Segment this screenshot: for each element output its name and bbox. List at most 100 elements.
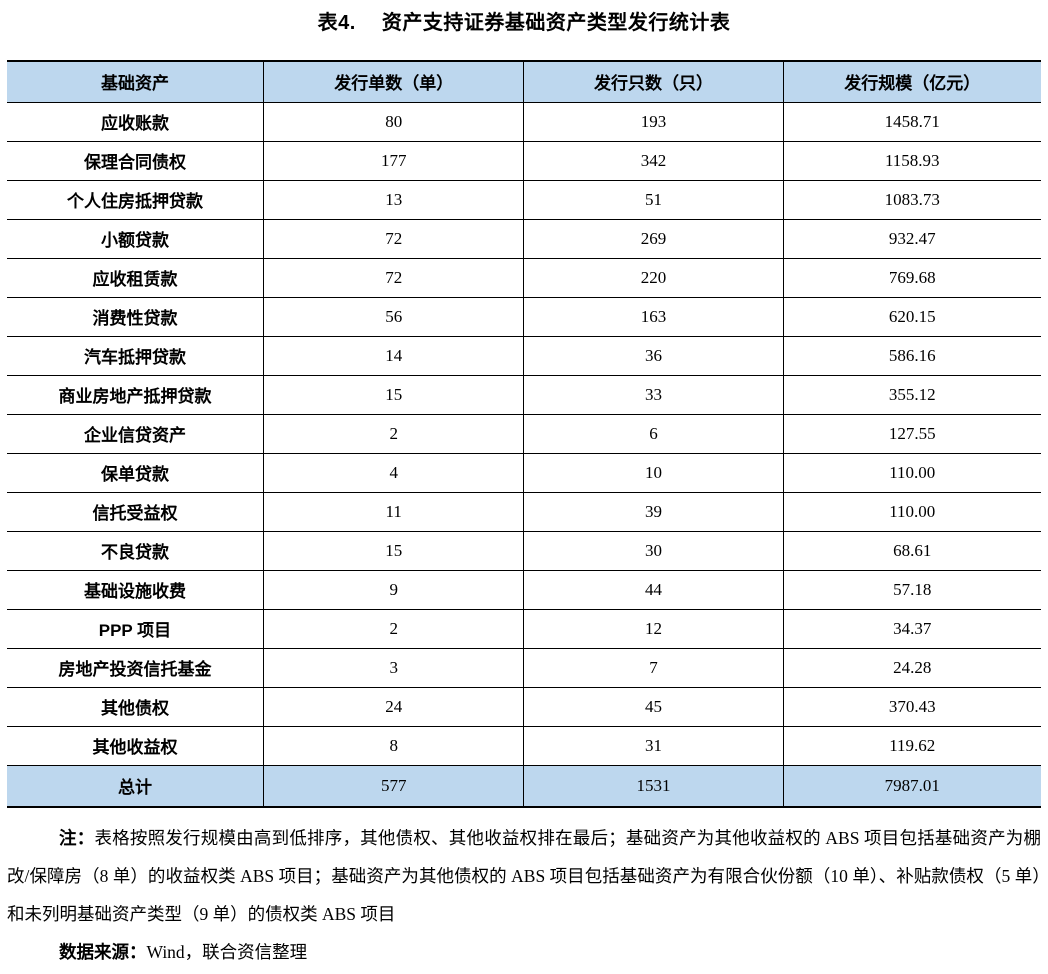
cell-count: 163 (523, 296, 784, 337)
cell-scale: 370.43 (782, 686, 1041, 727)
cell-deals: 2 (262, 413, 525, 454)
cell-count: 269 (523, 218, 784, 259)
cell-deals: 8 (262, 725, 525, 766)
cell-scale: 57.18 (782, 569, 1041, 610)
table-row: 保单贷款 4 10 110.00 (7, 452, 1041, 493)
table-row: 保理合同债权 177 342 1158.93 (7, 140, 1041, 181)
cell-deals: 14 (262, 335, 525, 376)
cell-deals: 13 (262, 179, 525, 220)
table-row: 企业信贷资产 2 6 127.55 (7, 413, 1041, 454)
cell-asset: 不良贷款 (7, 530, 264, 571)
cell-deals: 80 (262, 101, 525, 142)
table-row: 房地产投资信托基金 3 7 24.28 (7, 647, 1041, 688)
cell-asset: 应收账款 (7, 101, 264, 142)
cell-deals: 4 (262, 452, 525, 493)
cell-count: 39 (523, 491, 784, 532)
cell-deals: 15 (262, 530, 525, 571)
page-title: 表4. 资产支持证券基础资产类型发行统计表 (7, 8, 1041, 38)
table-row: 应收账款 80 193 1458.71 (7, 101, 1041, 142)
cell-count: 31 (523, 725, 784, 766)
cell-scale: 1458.71 (782, 101, 1041, 142)
table-row: 不良贷款 15 30 68.61 (7, 530, 1041, 571)
table-row: 基础设施收费 9 44 57.18 (7, 569, 1041, 610)
cell-scale: 932.47 (782, 218, 1041, 259)
source-prefix: 数据来源： (59, 942, 147, 962)
header-cell-deals: 发行单数（单） (262, 61, 525, 103)
cell-scale: 34.37 (782, 608, 1041, 649)
cell-scale: 119.62 (782, 725, 1041, 766)
cell-asset: 个人住房抵押贷款 (7, 179, 264, 220)
table-row: 消费性贷款 56 163 620.15 (7, 296, 1041, 337)
cell-asset: 房地产投资信托基金 (7, 647, 264, 688)
cell-deals: 24 (262, 686, 525, 727)
abs-issuance-table: 基础资产 发行单数（单） 发行只数（只） 发行规模（亿元） 应收账款 80 19… (7, 60, 1041, 808)
cell-asset: PPP 项目 (7, 608, 264, 649)
cell-count: 30 (523, 530, 784, 571)
cell-count: 10 (523, 452, 784, 493)
cell-deals: 72 (262, 257, 525, 298)
table-row: 其他收益权 8 31 119.62 (7, 725, 1041, 766)
cell-count: 342 (523, 140, 784, 181)
cell-count: 51 (523, 179, 784, 220)
cell-asset: 小额贷款 (7, 218, 264, 259)
cell-asset: 应收租赁款 (7, 257, 264, 298)
header-cell-scale: 发行规模（亿元） (782, 61, 1041, 103)
table-row: 汽车抵押贷款 14 36 586.16 (7, 335, 1041, 376)
cell-deals: 177 (262, 140, 525, 181)
cell-scale: 24.28 (782, 647, 1041, 688)
total-count: 1531 (523, 764, 784, 807)
total-label: 总计 (7, 764, 264, 807)
cell-scale: 620.15 (782, 296, 1041, 337)
cell-count: 12 (523, 608, 784, 649)
table-header: 基础资产 发行单数（单） 发行只数（只） 发行规模（亿元） (7, 61, 1041, 103)
total-scale: 7987.01 (782, 764, 1041, 807)
cell-asset: 其他收益权 (7, 725, 264, 766)
table-body: 应收账款 80 193 1458.71 保理合同债权 177 342 1158.… (7, 101, 1041, 766)
cell-count: 6 (523, 413, 784, 454)
cell-count: 44 (523, 569, 784, 610)
source-text: Wind，联合资信整理 (146, 942, 308, 962)
cell-deals: 2 (262, 608, 525, 649)
cell-count: 45 (523, 686, 784, 727)
cell-count: 220 (523, 257, 784, 298)
cell-asset: 商业房地产抵押贷款 (7, 374, 264, 415)
table-row: 应收租赁款 72 220 769.68 (7, 257, 1041, 298)
cell-asset: 保理合同债权 (7, 140, 264, 181)
cell-deals: 72 (262, 218, 525, 259)
cell-scale: 127.55 (782, 413, 1041, 454)
table-row: 信托受益权 11 39 110.00 (7, 491, 1041, 532)
cell-deals: 11 (262, 491, 525, 532)
cell-asset: 企业信贷资产 (7, 413, 264, 454)
data-source: 数据来源：Wind，联合资信整理 (7, 933, 1041, 971)
note-text: 表格按照发行规模由高到低排序，其他债权、其他收益权排在最后；基础资产为其他收益权… (7, 828, 1041, 924)
header-row: 基础资产 发行单数（单） 发行只数（只） 发行规模（亿元） (7, 61, 1041, 103)
table-note: 注：表格按照发行规模由高到低排序，其他债权、其他收益权排在最后；基础资产为其他收… (7, 819, 1041, 933)
total-row: 总计 577 1531 7987.01 (7, 764, 1041, 807)
cell-asset: 基础设施收费 (7, 569, 264, 610)
table-number-label: 表4. (317, 12, 356, 34)
table-row: 小额贷款 72 269 932.47 (7, 218, 1041, 259)
table-row: 商业房地产抵押贷款 15 33 355.12 (7, 374, 1041, 415)
total-deals: 577 (262, 764, 525, 807)
cell-scale: 769.68 (782, 257, 1041, 298)
cell-scale: 110.00 (782, 491, 1041, 532)
cell-deals: 9 (262, 569, 525, 610)
cell-deals: 15 (262, 374, 525, 415)
cell-asset: 其他债权 (7, 686, 264, 727)
cell-asset: 汽车抵押贷款 (7, 335, 264, 376)
cell-scale: 1158.93 (782, 140, 1041, 181)
cell-scale: 110.00 (782, 452, 1041, 493)
cell-count: 193 (523, 101, 784, 142)
cell-asset: 保单贷款 (7, 452, 264, 493)
cell-deals: 56 (262, 296, 525, 337)
cell-scale: 1083.73 (782, 179, 1041, 220)
cell-asset: 信托受益权 (7, 491, 264, 532)
cell-scale: 355.12 (782, 374, 1041, 415)
note-prefix: 注： (59, 828, 95, 848)
footnotes: 注：表格按照发行规模由高到低排序，其他债权、其他收益权排在最后；基础资产为其他收… (7, 819, 1041, 971)
table-title-text: 资产支持证券基础资产类型发行统计表 (381, 12, 731, 34)
table-row: 其他债权 24 45 370.43 (7, 686, 1041, 727)
cell-count: 33 (523, 374, 784, 415)
table-footer: 总计 577 1531 7987.01 (7, 764, 1041, 807)
